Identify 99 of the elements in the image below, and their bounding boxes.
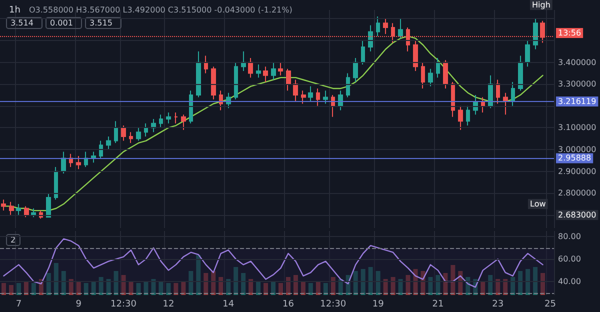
y-tick-label: 2.800000 bbox=[558, 188, 596, 198]
candlestick bbox=[503, 92, 508, 116]
candlestick bbox=[496, 79, 500, 104]
candlestick bbox=[331, 94, 335, 118]
ref-line-label: 2.95888 bbox=[558, 154, 592, 163]
candlestick bbox=[488, 74, 493, 109]
candlestick bbox=[9, 201, 14, 216]
candlestick bbox=[481, 96, 485, 113]
candlestick bbox=[421, 62, 425, 89]
x-tick-label: 7 bbox=[16, 300, 22, 310]
candlestick bbox=[256, 64, 261, 78]
candlestick bbox=[316, 88, 320, 106]
candlestick bbox=[383, 18, 388, 34]
candlestick bbox=[159, 114, 163, 128]
candlestick bbox=[16, 204, 21, 216]
candlestick bbox=[76, 156, 81, 170]
x-tick-label: 12:30 bbox=[110, 300, 137, 310]
candlestick bbox=[511, 81, 515, 106]
candlestick bbox=[443, 60, 448, 89]
candlestick bbox=[129, 132, 133, 144]
candlestick bbox=[61, 151, 66, 174]
candlestick bbox=[323, 90, 328, 104]
y-tick-label: 2.900000 bbox=[558, 166, 596, 176]
candlestick bbox=[286, 68, 291, 92]
candlestick bbox=[473, 94, 478, 116]
annotation: Low bbox=[530, 200, 546, 208]
x-tick-label: 9 bbox=[76, 300, 82, 310]
candlestick bbox=[31, 208, 36, 218]
candlestick bbox=[353, 57, 358, 82]
x-tick-label: 12 bbox=[162, 300, 174, 310]
candlestick bbox=[263, 66, 268, 82]
candlestick bbox=[114, 120, 118, 144]
chart-subtitle: O3.558000 H3.567000 L3.492000 C3.515000 -0.043000 (-1.21%) bbox=[29, 6, 292, 14]
text: 2.683000 bbox=[558, 210, 596, 220]
candlestick bbox=[248, 57, 253, 78]
candlestick bbox=[211, 66, 216, 100]
candlestick bbox=[1, 199, 6, 212]
candlestick bbox=[525, 40, 530, 68]
candlestick bbox=[271, 62, 276, 80]
x-tick-label: 25 bbox=[544, 300, 556, 310]
candlestick bbox=[293, 79, 298, 102]
y-tick-label: 3.300000 bbox=[558, 80, 596, 89]
candlestick bbox=[174, 112, 178, 124]
candlestick bbox=[39, 210, 43, 220]
x-tick-label: 14 bbox=[222, 300, 234, 310]
candlestick bbox=[428, 68, 433, 87]
candlestick bbox=[24, 206, 29, 218]
candlestick bbox=[278, 62, 283, 76]
candlestick bbox=[106, 136, 111, 150]
candlestick bbox=[181, 114, 186, 130]
candlestick bbox=[338, 90, 343, 111]
candlestick bbox=[518, 55, 523, 92]
candlestick bbox=[533, 18, 538, 50]
y-tick-label: 60.00 bbox=[558, 254, 581, 264]
candlestick bbox=[436, 57, 440, 78]
candlestick bbox=[136, 127, 141, 142]
candlestick bbox=[204, 55, 208, 74]
chart-title: 1h bbox=[9, 6, 20, 16]
y-tick-label: 3.100000 bbox=[558, 123, 596, 132]
candlestick bbox=[301, 90, 306, 104]
candlestick bbox=[99, 140, 103, 159]
x-tick-label: 12:30 bbox=[320, 300, 346, 310]
candlestick bbox=[234, 62, 238, 100]
candlestick bbox=[346, 72, 350, 98]
text: 13:56 bbox=[558, 28, 582, 38]
x-tick-label: 23 bbox=[492, 300, 504, 310]
candlestick bbox=[46, 192, 51, 218]
line-series bbox=[3, 36, 544, 212]
candlestick bbox=[144, 122, 148, 137]
x-tick-label: 21 bbox=[432, 300, 444, 310]
candlestick bbox=[84, 151, 88, 168]
candlestick bbox=[219, 90, 223, 111]
annotation: 3.514 bbox=[10, 18, 34, 28]
candlestick bbox=[166, 112, 171, 124]
candlestick bbox=[241, 50, 246, 72]
candlestick bbox=[308, 86, 313, 102]
candlestick bbox=[368, 24, 373, 52]
candlestick bbox=[451, 81, 455, 118]
ref-line-label: 3.216119 bbox=[558, 97, 596, 106]
y-tick-label: 3.400000 bbox=[558, 58, 596, 67]
candlestick bbox=[458, 105, 463, 130]
candlestick bbox=[121, 125, 126, 142]
candlestick bbox=[54, 166, 58, 200]
text: High bbox=[532, 0, 550, 10]
candlestick bbox=[151, 118, 156, 133]
y-tick-label: 40.00 bbox=[558, 277, 581, 286]
x-tick-label: 16 bbox=[282, 300, 294, 310]
candlestick bbox=[466, 105, 470, 126]
candlestick bbox=[196, 50, 201, 98]
candlestick bbox=[376, 16, 380, 37]
candlestick bbox=[189, 90, 193, 124]
candlestick bbox=[361, 40, 365, 65]
annotation: 0.001 bbox=[50, 18, 73, 28]
y-tick-label: 80.00 bbox=[558, 232, 581, 242]
x-tick-label: 19 bbox=[372, 300, 384, 310]
y-tick-label: 3.000000 bbox=[558, 145, 596, 154]
annotation: 3.515 bbox=[90, 18, 112, 28]
candlestick bbox=[413, 40, 418, 72]
candlestick bbox=[398, 18, 403, 39]
